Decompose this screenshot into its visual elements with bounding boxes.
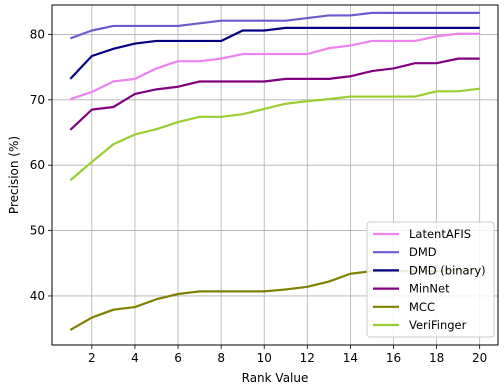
y-tick-label: 80 — [30, 27, 45, 41]
legend: LatentAFIS DMD DMD (binary) MinNet MCC VeriFi… — [366, 221, 495, 338]
x-tick-label: 10 — [257, 351, 272, 365]
series-line-minnet — [69, 57, 480, 131]
legend-label-verifinger: VeriFinger — [409, 318, 467, 332]
x-tick-label: 16 — [386, 351, 401, 365]
x-tick-label: 20 — [472, 351, 487, 365]
legend-label-latentafis: LatentAFIS — [409, 227, 471, 241]
legend-label-dmd: DMD — [409, 245, 437, 259]
x-tick-label: 18 — [429, 351, 444, 365]
x-tick-label: 12 — [300, 351, 315, 365]
x-tick-label: 4 — [131, 351, 139, 365]
x-tick-label: 6 — [174, 351, 182, 365]
legend-label-minnet: MinNet — [409, 282, 450, 296]
x-axis: 2 4 6 8 10 12 14 16 18 20 — [88, 345, 487, 365]
legend-label-mcc: MCC — [409, 300, 435, 314]
plot-frame — [51, 4, 499, 346]
y-tick-label: 70 — [30, 93, 45, 107]
legend-label-dmd-binary-: DMD (binary) — [409, 263, 486, 277]
x-axis-label: Rank Value — [242, 371, 309, 385]
y-axis: 40 50 60 70 80 — [30, 27, 52, 303]
series-line-dmd-binary- — [69, 26, 480, 80]
series-line-latentafis — [69, 32, 480, 101]
y-tick-label: 50 — [30, 224, 45, 238]
y-tick-label: 40 — [30, 289, 45, 303]
x-tick-label: 2 — [88, 351, 96, 365]
x-tick-label: 8 — [217, 351, 225, 365]
x-tick-label: 14 — [343, 351, 358, 365]
series-line-dmd — [69, 11, 480, 40]
y-tick-label: 60 — [30, 158, 45, 172]
series-line-verifinger — [69, 87, 480, 182]
legend-box — [366, 221, 495, 338]
y-axis-label: Precision (%) — [7, 136, 21, 214]
